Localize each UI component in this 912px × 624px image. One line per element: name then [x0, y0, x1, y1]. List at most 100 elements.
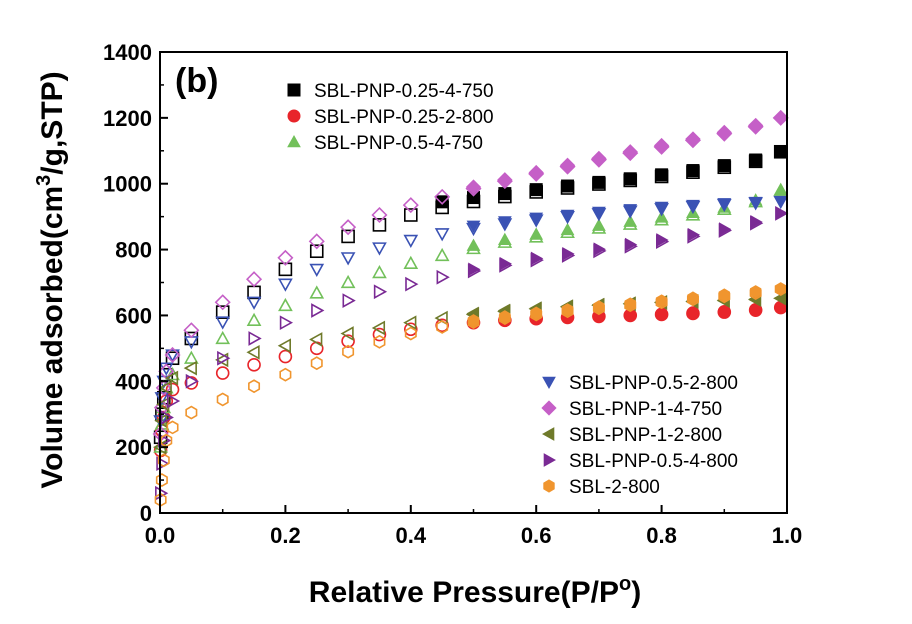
x-axis-ticks: 0.0 0.2 0.4 0.6 0.8 1.0 — [145, 505, 803, 548]
adsorption-point — [436, 320, 449, 334]
desorption-point — [467, 314, 480, 328]
desorption-point — [748, 196, 763, 210]
legend-marker — [541, 400, 557, 416]
desorption-point — [592, 218, 606, 231]
legend-label: SBL-PNP-0.5-4-750 — [314, 133, 483, 154]
data-marks — [152, 109, 789, 507]
adsorption-point — [403, 322, 418, 337]
adsorption-point — [183, 336, 199, 350]
y-axis-title-tail: /g,STP) — [36, 71, 69, 174]
legend-bottom-right: SBL-PNP-0.5-2-800 SBL-PNP-1-4-750 SBL-PNP-… — [541, 373, 738, 498]
adsorption-point — [341, 334, 355, 348]
desorption-point — [623, 214, 638, 227]
desorption-point — [750, 215, 763, 229]
legend-label: SBL-PNP-1-2-800 — [569, 425, 722, 446]
desorption-point — [655, 294, 668, 308]
y-tick-label: 200 — [115, 435, 152, 460]
adsorption-point — [340, 252, 356, 266]
series-SBL-PNP-0.5-4-750 — [153, 182, 789, 453]
legend-marker — [543, 479, 555, 493]
desorption-point — [624, 297, 636, 311]
legend-label: SBL-PNP-1-4-750 — [569, 399, 722, 420]
desorption-point — [465, 179, 482, 195]
adsorption-point — [403, 315, 417, 331]
adsorption-point — [156, 410, 171, 425]
adsorption-point — [341, 229, 355, 244]
desorption-point — [529, 183, 543, 197]
y-axis-title: Volume adsorbed(cm3/g,STP) — [33, 71, 69, 488]
adsorption-point — [434, 188, 451, 205]
desorption-point — [561, 179, 575, 193]
desorption-point — [593, 242, 606, 257]
adsorption-point — [311, 303, 325, 318]
adsorption-point — [183, 360, 197, 376]
x-tick-label: 0.6 — [521, 523, 552, 548]
adsorption-point — [403, 234, 419, 248]
desorption-point — [559, 157, 576, 173]
adsorption-point — [371, 320, 386, 336]
desorption-point — [623, 204, 638, 217]
desorption-point — [656, 233, 669, 247]
desorption-point — [749, 153, 763, 167]
adsorption-point — [372, 218, 387, 232]
desorption-point — [716, 124, 732, 140]
adsorption-point — [155, 473, 168, 487]
x-axis-title-main: Relative Pressure(P/P — [309, 576, 619, 609]
adsorption-point — [158, 380, 172, 396]
desorption-point — [775, 206, 788, 221]
adsorption-point — [340, 219, 357, 236]
adsorption-point — [279, 315, 294, 331]
y-tick-label: 1000 — [103, 172, 152, 197]
adsorption-point — [246, 344, 260, 360]
adsorption-point — [403, 255, 419, 270]
legend-marker — [543, 453, 557, 467]
adsorption-point — [309, 332, 323, 347]
adsorption-point — [164, 370, 179, 386]
adsorption-point — [247, 358, 261, 372]
desorption-point — [622, 144, 638, 160]
desorption-point — [718, 288, 730, 302]
x-tick-label: 0.4 — [396, 523, 427, 548]
adsorption-point — [373, 284, 388, 300]
desorption-point — [497, 172, 513, 188]
adsorption-point — [278, 278, 293, 292]
adsorption-point — [248, 379, 261, 394]
adsorption-point — [246, 312, 262, 326]
adsorption-point — [157, 453, 170, 468]
legend-label: SBL-PNP-0.25-2-800 — [314, 107, 494, 128]
desorption-point — [561, 303, 574, 317]
desorption-point — [775, 282, 787, 296]
adsorption-point — [405, 276, 419, 292]
x-axis-title: Relative Pressure(P/Po) — [309, 573, 641, 609]
desorption-point — [562, 247, 575, 261]
desorption-point — [717, 159, 731, 173]
desorption-point — [686, 199, 700, 213]
desorption-point — [717, 304, 731, 318]
adsorption-point — [340, 326, 354, 341]
y-tick-label: 400 — [115, 369, 152, 394]
adsorption-point — [372, 242, 387, 256]
desorption-point — [530, 306, 542, 320]
adsorption-point — [184, 331, 199, 346]
adsorption-point — [373, 334, 386, 349]
desorption-point — [653, 137, 670, 154]
adsorption-point — [403, 208, 418, 222]
desorption-point — [592, 175, 606, 189]
desorption-point — [773, 110, 789, 126]
y-tick-label: 1200 — [103, 106, 152, 131]
desorption-point — [498, 187, 512, 201]
series-SBL-2-800 — [154, 282, 787, 507]
adsorption-point — [158, 362, 174, 376]
desorption-point — [435, 195, 449, 209]
y-tick-label: 800 — [115, 238, 152, 263]
legend-label: SBL-PNP-0.25-4-750 — [314, 81, 494, 102]
y-tick-label: 1400 — [103, 40, 152, 65]
x-axis-title-sup: o — [619, 573, 631, 595]
desorption-point — [528, 164, 544, 181]
y-axis-ticks: 0 200 400 600 800 1000 1200 1400 — [103, 40, 168, 526]
adsorption-point — [277, 338, 292, 354]
adsorption-point — [309, 285, 325, 299]
adsorption-point — [215, 330, 231, 345]
x-tick-label: 1.0 — [772, 523, 803, 548]
adsorption-point — [246, 271, 263, 288]
